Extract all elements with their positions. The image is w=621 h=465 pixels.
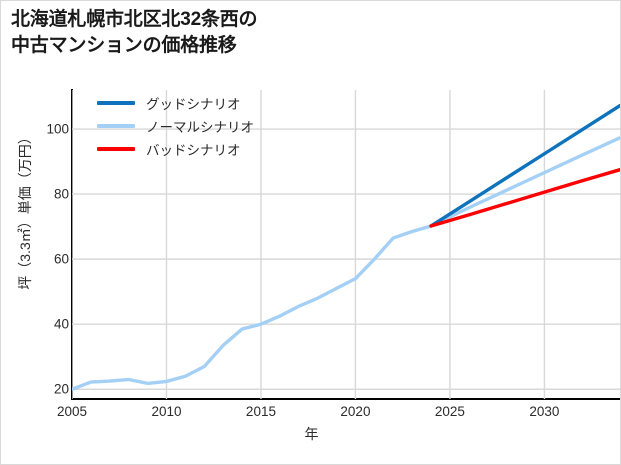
series-lines [72,103,620,391]
legend-color-swatch [97,123,135,128]
legend-color-swatch [97,100,135,105]
x-tick-label: 2020 [340,404,371,419]
y-axis-label: 坪（3.3㎡）単価（万円） [17,130,33,290]
x-axis-label: 年 [304,426,319,442]
x-tick-label: 2025 [434,404,465,419]
x-tick-label: 2005 [56,404,88,419]
series-line [429,167,620,228]
x-tick-label: 2030 [529,404,560,419]
legend-item[interactable]: ノーマルシナリオ [97,114,327,137]
plot-area [72,90,620,399]
y-tick-label: 60 [53,251,69,267]
legend-label: ノーマルシナリオ [146,119,254,135]
series-line [72,136,620,391]
y-tick-label: 80 [53,186,69,202]
legend-item[interactable]: グッドシナリオ [97,91,327,114]
x-axis-spine [71,398,620,400]
chart-canvas [72,90,620,399]
chart-title: 北海道札幌市北区北32条西の 中古マンションの価格推移 [11,9,258,56]
legend-item[interactable]: バッドシナリオ [97,137,327,160]
gridlines [72,90,620,399]
x-tick-label: 2015 [245,404,276,419]
y-tick-label: 100 [46,121,69,137]
legend-color-swatch [97,146,135,151]
x-tick-label: 2010 [151,404,182,419]
series-line [429,103,620,228]
legend-label: グッドシナリオ [146,96,241,112]
legend-label: バッドシナリオ [146,142,241,158]
chart-legend: グッドシナリオ ノーマルシナリオ バッドシナリオ [97,91,327,160]
y-tick-label: 20 [53,381,69,397]
y-tick-labels: 20 40 60 80 100 [23,1,69,464]
y-tick-label: 40 [53,316,69,332]
